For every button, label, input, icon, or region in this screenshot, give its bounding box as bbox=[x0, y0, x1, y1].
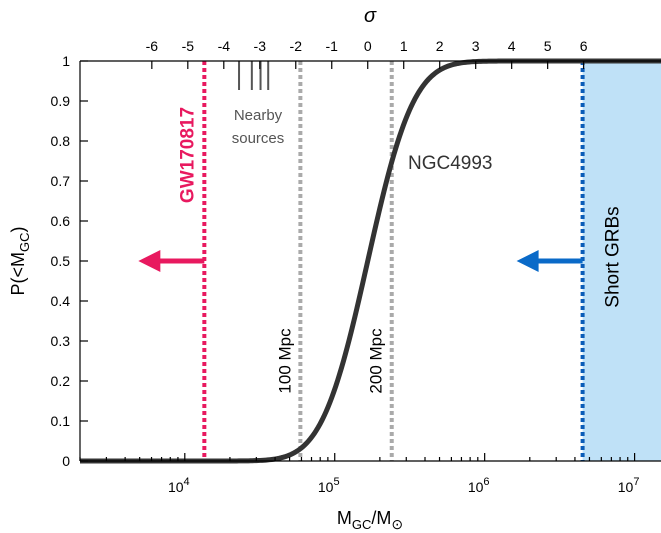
y-tick-label: 0.7 bbox=[51, 173, 71, 189]
sigma-tick-label: 4 bbox=[508, 38, 516, 54]
gw170817-label: GW170817 bbox=[177, 107, 198, 203]
sigma-tick-label: -3 bbox=[254, 38, 267, 54]
axes-layer bbox=[79, 60, 661, 462]
sigma-tick-label: -1 bbox=[326, 38, 339, 54]
sigma-tick-label: 5 bbox=[544, 38, 552, 54]
short-grbs-arrow-head bbox=[516, 250, 539, 272]
x-tick-label: 107 bbox=[618, 476, 640, 495]
sigma-tick-label: -4 bbox=[218, 38, 231, 54]
y-tick-label: 0 bbox=[62, 453, 70, 469]
sigma-tick-label: 3 bbox=[472, 38, 480, 54]
x-tick-label: 105 bbox=[318, 476, 340, 495]
y-tick-label: 0.6 bbox=[51, 213, 71, 229]
sigma-tick-label: -6 bbox=[146, 38, 159, 54]
marker-lines-layer bbox=[138, 61, 585, 461]
ngc4993-label: NGC4993 bbox=[408, 153, 493, 174]
gw170817-arrow-head bbox=[138, 250, 161, 272]
y-tick-label: 0.2 bbox=[51, 373, 71, 389]
sigma-tick-label: 6 bbox=[580, 38, 588, 54]
y-axis-label: P(<MGC) bbox=[8, 226, 32, 295]
sigma-tick-label: -5 bbox=[182, 38, 195, 54]
x-tick-label: 104 bbox=[168, 476, 190, 495]
sigma-tick-label: 2 bbox=[436, 38, 444, 54]
top-axis-label: σ bbox=[364, 5, 377, 27]
distance-100mpc-label: 100 Mpc bbox=[275, 328, 294, 394]
sigma-tick-label: -2 bbox=[290, 38, 303, 54]
y-tick-label: 0.3 bbox=[51, 333, 71, 349]
short-grbs-label: Short GRBs bbox=[603, 206, 624, 307]
sigma-tick-label: 0 bbox=[364, 38, 372, 54]
y-tick-label: 0.1 bbox=[51, 413, 71, 429]
distance-200mpc-label: 200 Mpc bbox=[367, 328, 386, 394]
labels-layer: 104 105 106 10700.10.20.30.40.50.60.70.80.9… bbox=[8, 5, 639, 532]
y-tick-label: 0.8 bbox=[51, 133, 71, 149]
nearby-sources-label: Nearby bbox=[234, 107, 283, 124]
x-tick-label: 106 bbox=[468, 476, 490, 495]
nearby-sources-label-line2: sources bbox=[232, 130, 285, 147]
y-tick-label: 0.4 bbox=[51, 293, 71, 309]
sigma-tick-label: 1 bbox=[400, 38, 408, 54]
y-tick-label: 1 bbox=[62, 53, 70, 69]
y-tick-label: 0.5 bbox=[51, 253, 71, 269]
background-layer bbox=[582, 61, 661, 461]
y-tick-label: 0.9 bbox=[51, 93, 71, 109]
x-axis-label: MGC/M⊙ bbox=[337, 508, 403, 532]
short-grbs-region bbox=[582, 61, 661, 461]
